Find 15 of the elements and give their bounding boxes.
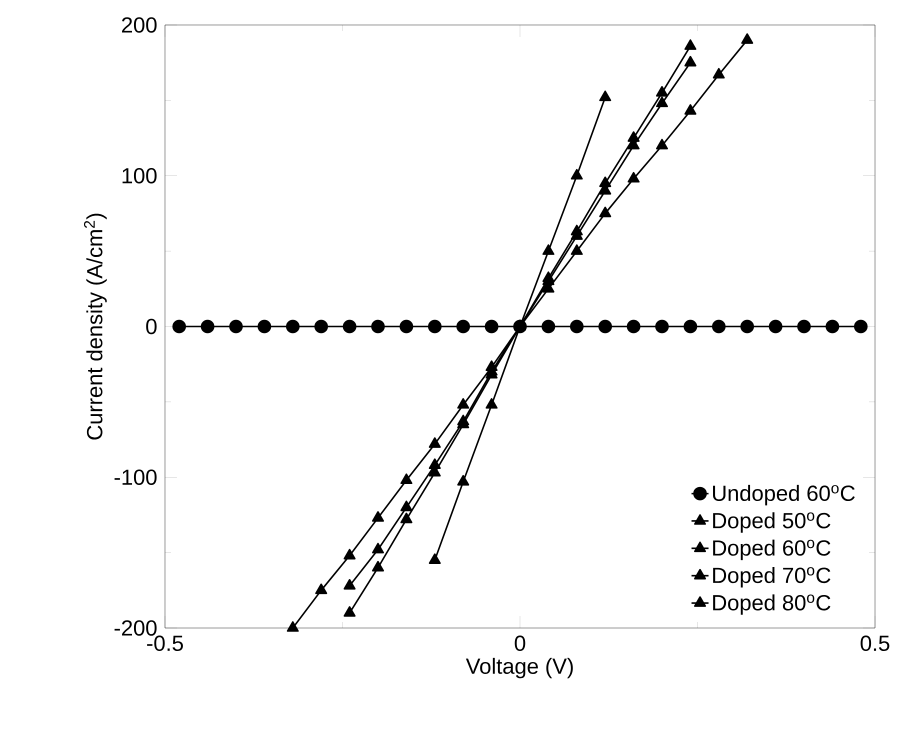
x-tick-label: 0.5 bbox=[860, 636, 890, 652]
legend-label: Undoped 60$^{o}$C bbox=[713, 484, 855, 506]
x-axis-title: Voltage (V) bbox=[466, 658, 573, 678]
y-tick-label: -200 bbox=[114, 620, 157, 636]
y-axis-title: Current density (A/cm$^{2}$) bbox=[84, 214, 107, 440]
y-tick-label: 100 bbox=[122, 168, 157, 184]
y-tick-label: -100 bbox=[114, 469, 157, 486]
legend-label: Doped 80$^{o}$C bbox=[713, 594, 830, 615]
x-tick-label: 0 bbox=[514, 636, 526, 652]
y-tick-label: 200 bbox=[122, 17, 157, 33]
y-tick-label: 0 bbox=[146, 318, 157, 334]
x-tick-label: -0.5 bbox=[147, 636, 183, 652]
legend-label: Doped 50$^{o}$C bbox=[713, 512, 830, 533]
legend-label: Doped 60$^{o}$C bbox=[713, 540, 830, 560]
legend-label: Doped 70$^{o}$C bbox=[713, 567, 830, 588]
